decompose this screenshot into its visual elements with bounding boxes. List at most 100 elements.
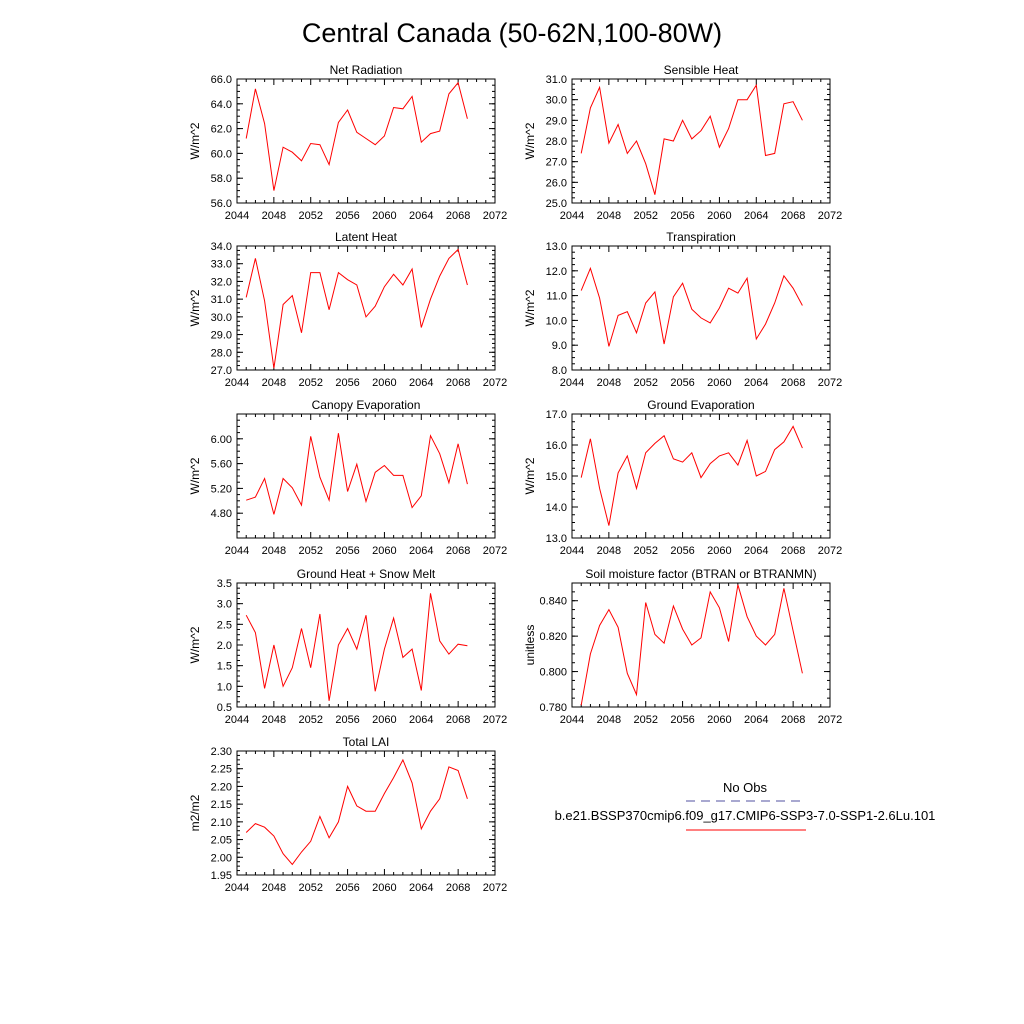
x-tick-label: 2044 (225, 545, 249, 557)
x-tick-label: 2056 (335, 714, 359, 726)
y-tick-label: 2.25 (211, 764, 232, 776)
x-tick-label: 2044 (225, 377, 249, 389)
series-line (245, 248, 468, 369)
x-tick-label: 2068 (446, 377, 470, 389)
series-line (580, 425, 803, 526)
y-axis-label: unitless (523, 625, 537, 666)
x-tick-label: 2072 (483, 714, 507, 726)
y-tick-label: 29.0 (211, 330, 232, 342)
panel-title: Total LAI (343, 735, 390, 749)
x-tick-label: 2056 (335, 210, 359, 222)
y-tick-label: 15.0 (546, 471, 567, 483)
y-tick-label: 1.95 (211, 870, 232, 882)
x-tick-label: 2068 (446, 545, 470, 557)
x-tick-label: 2052 (633, 210, 657, 222)
y-tick-label: 2.15 (211, 799, 232, 811)
panel-title: Soil moisture factor (BTRAN or BTRANMN) (585, 567, 816, 581)
x-tick-label: 2064 (409, 545, 433, 557)
x-tick-label: 2052 (298, 377, 322, 389)
panel-title: Latent Heat (335, 230, 398, 244)
x-tick-label: 2048 (262, 210, 286, 222)
x-tick-label: 2068 (781, 714, 805, 726)
y-tick-label: 16.0 (546, 440, 567, 452)
y-tick-label: 33.0 (211, 259, 232, 271)
y-tick-label: 12.0 (546, 266, 567, 278)
y-tick-label: 26.0 (546, 177, 567, 189)
y-tick-label: 27.0 (211, 365, 232, 377)
x-tick-label: 2060 (372, 545, 396, 557)
legend: No Obs b.e21.BSSP370cmip6.f09_g17.CMIP6-… (555, 780, 935, 831)
y-tick-label: 31.0 (546, 74, 567, 86)
y-tick-label: 6.00 (211, 434, 232, 446)
x-tick-label: 2048 (597, 545, 621, 557)
x-tick-label: 2052 (633, 377, 657, 389)
y-tick-label: 32.0 (211, 276, 232, 288)
panel-6: Ground Evaporation W/m^2 2044 2048 2052 2056 2… (523, 398, 842, 557)
panel-3: Latent Heat W/m^2 2044 2048 2052 2056 2060 2064… (188, 230, 507, 389)
y-tick-label: 66.0 (211, 74, 232, 86)
y-tick-label: 3.5 (217, 578, 232, 590)
x-tick-label: 2064 (744, 545, 768, 557)
x-tick-label: 2052 (298, 210, 322, 222)
y-tick-label: 0.780 (539, 702, 567, 714)
x-tick-label: 2044 (560, 210, 584, 222)
y-tick-label: 1.5 (217, 661, 232, 673)
x-tick-label: 2044 (560, 714, 584, 726)
y-tick-label: 28.0 (211, 347, 232, 359)
figure-title: Central Canada (50-62N,100-80W) (302, 18, 722, 48)
x-tick-label: 2072 (483, 377, 507, 389)
series-line (245, 758, 468, 866)
plot-frame (571, 245, 831, 371)
panel-title: Transpiration (666, 230, 736, 244)
y-tick-label: 0.800 (539, 667, 567, 679)
panel-title: Sensible Heat (664, 63, 739, 77)
x-tick-label: 2068 (446, 714, 470, 726)
series-line (580, 83, 803, 195)
x-tick-label: 2056 (335, 377, 359, 389)
y-tick-label: 0.820 (539, 631, 567, 643)
plot-frame (571, 78, 831, 204)
series-line (245, 81, 468, 191)
y-tick-label: 13.0 (546, 533, 567, 545)
x-tick-label: 2048 (597, 377, 621, 389)
y-tick-label: 4.80 (211, 508, 232, 520)
panels-group: Net Radiation W/m^2 2044 2048 2052 2056 2060 20… (188, 63, 842, 894)
panel-5: Canopy Evaporation W/m^2 2044 2048 2052 2056 2… (188, 398, 507, 557)
panel-9: Total LAI m2/m2 2044 2048 2052 2056 2060 2064 20… (188, 735, 507, 894)
x-tick-label: 2060 (372, 882, 396, 894)
y-tick-label: 25.0 (546, 198, 567, 210)
y-tick-label: 13.0 (546, 241, 567, 253)
y-tick-label: 14.0 (546, 502, 567, 514)
y-tick-label: 5.60 (211, 459, 232, 471)
x-tick-label: 2072 (818, 545, 842, 557)
y-tick-label: 9.0 (552, 340, 567, 352)
x-tick-label: 2048 (597, 714, 621, 726)
x-tick-label: 2048 (262, 714, 286, 726)
plot-frame (571, 413, 831, 539)
plot-frame (236, 245, 496, 371)
x-tick-label: 2060 (707, 210, 731, 222)
y-tick-label: 58.0 (211, 173, 232, 185)
y-axis-label: W/m^2 (188, 626, 202, 663)
x-tick-label: 2056 (670, 210, 694, 222)
y-axis-label: W/m^2 (523, 122, 537, 159)
x-tick-label: 2072 (818, 377, 842, 389)
panel-7: Ground Heat + Snow Melt W/m^2 2044 2048 2052… (188, 567, 507, 726)
x-tick-label: 2056 (670, 545, 694, 557)
y-tick-label: 56.0 (211, 198, 232, 210)
legend-obs-label: No Obs (723, 780, 768, 795)
x-tick-label: 2044 (225, 714, 249, 726)
x-tick-label: 2072 (818, 210, 842, 222)
plot-frame (236, 413, 496, 539)
x-tick-label: 2056 (335, 545, 359, 557)
x-tick-label: 2048 (262, 882, 286, 894)
panel-title: Ground Evaporation (647, 398, 754, 412)
y-tick-label: 10.0 (546, 315, 567, 327)
y-tick-label: 2.20 (211, 781, 232, 793)
y-tick-label: 30.0 (546, 95, 567, 107)
y-tick-label: 27.0 (546, 157, 567, 169)
x-tick-label: 2064 (409, 882, 433, 894)
y-axis-label: W/m^2 (188, 122, 202, 159)
y-tick-label: 64.0 (211, 99, 232, 111)
